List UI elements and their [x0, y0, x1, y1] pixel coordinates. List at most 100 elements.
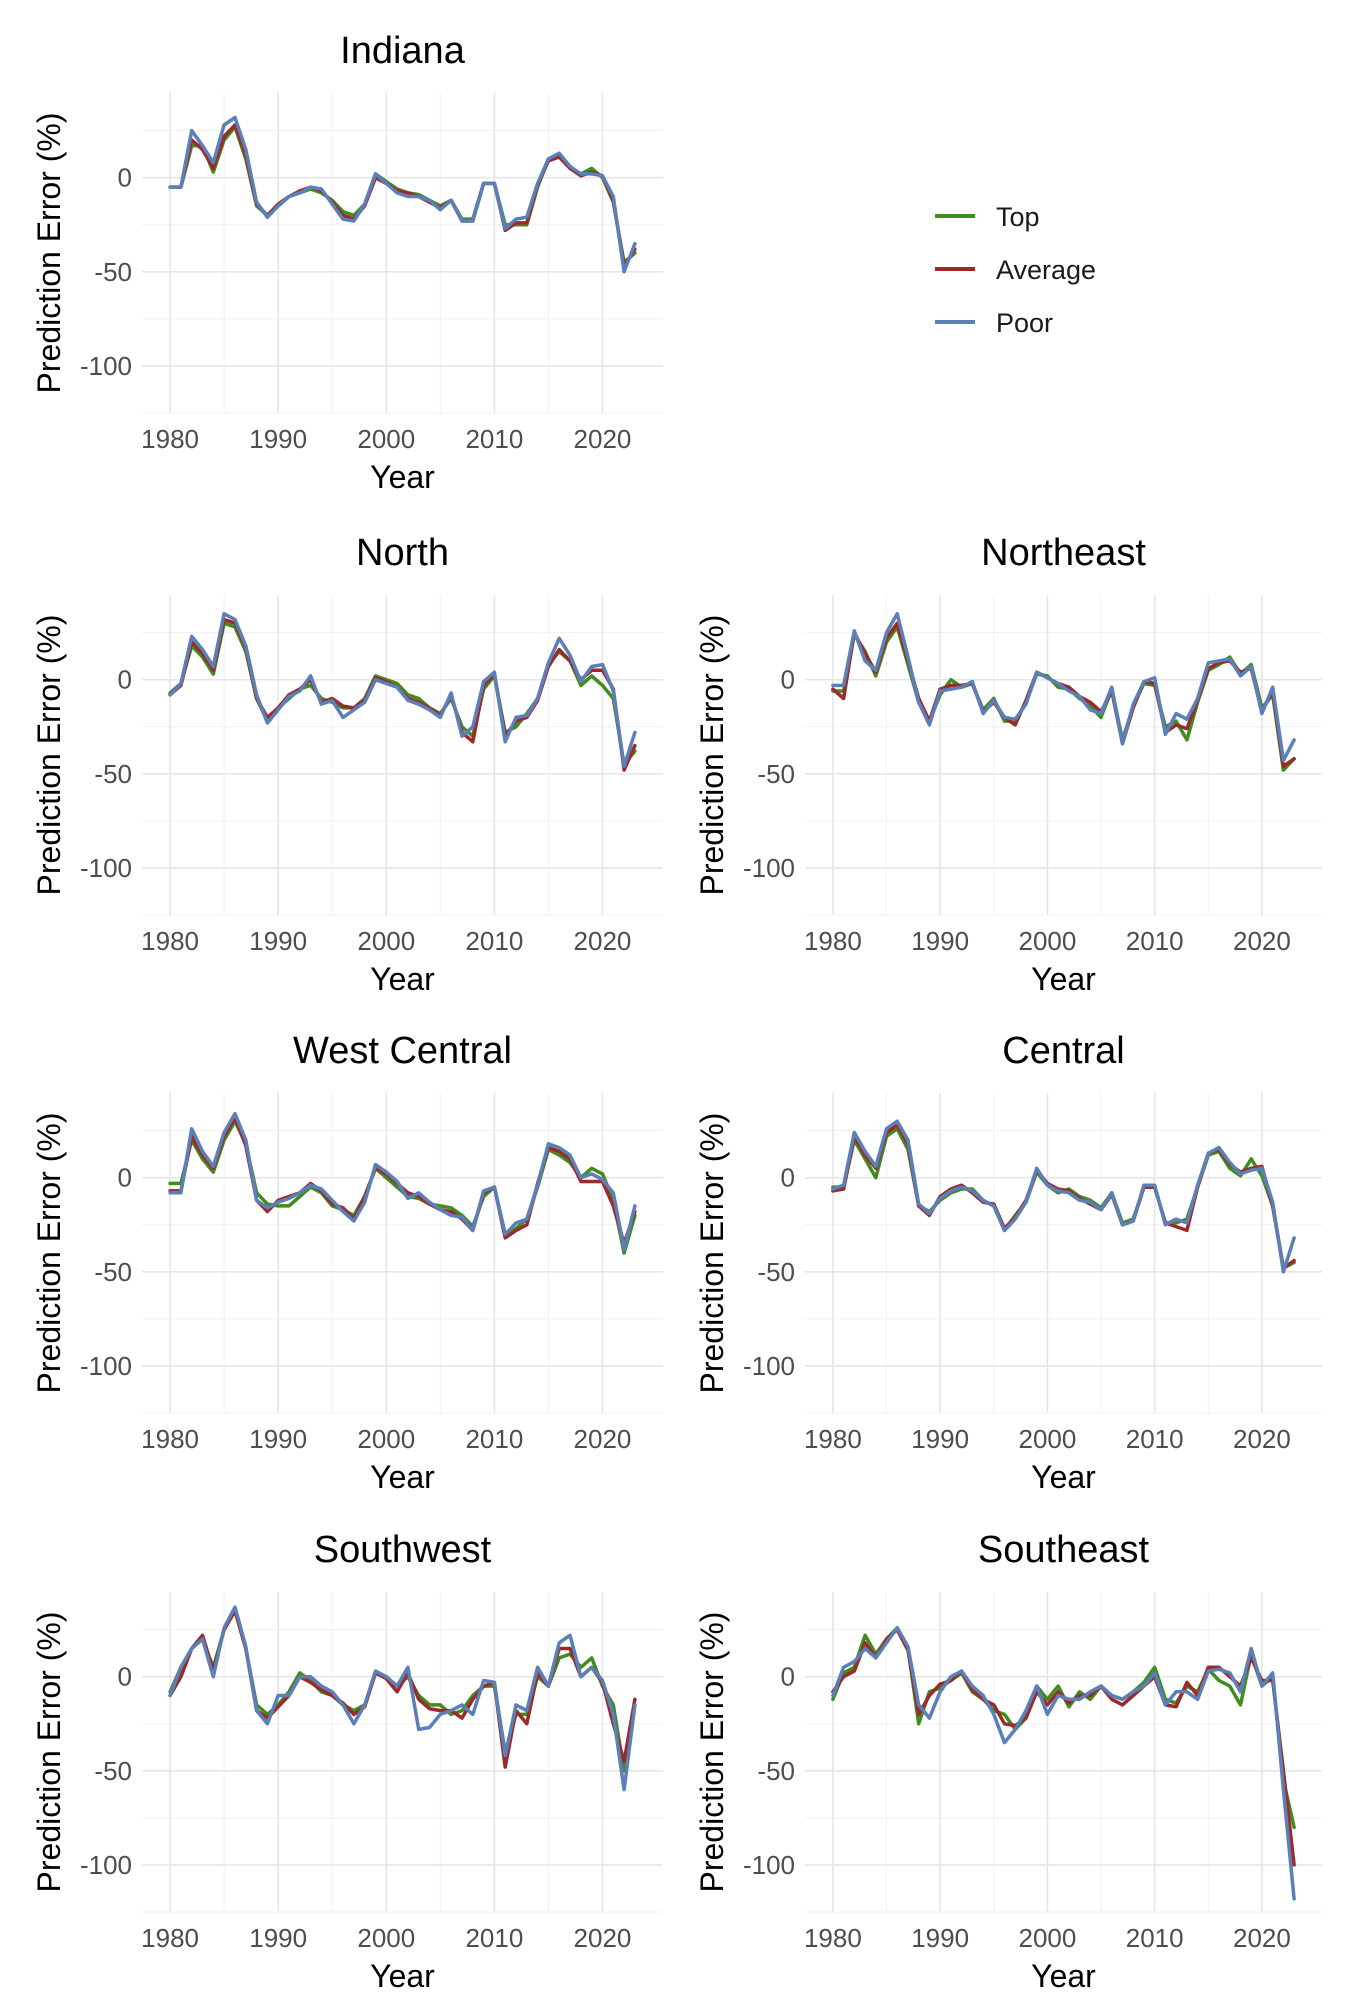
x-axis-label: Year	[370, 459, 435, 495]
x-tick-label: 1980	[141, 1923, 199, 1953]
panel-indiana: Indiana 1980 1990 2000 2010 2020 0 -50 -100 Year P…	[31, 30, 663, 495]
x-axis-label: Year	[370, 961, 435, 997]
y-tick-label: -100	[80, 853, 132, 883]
series-line-average	[831, 1627, 1296, 1867]
x-tick-label: 2000	[1018, 1424, 1076, 1454]
x-axis-label: Year	[370, 1459, 435, 1495]
legend-item-top: Top	[935, 202, 1040, 232]
x-tick-label: 2020	[574, 1923, 632, 1953]
x-tick-label: 1990	[911, 926, 969, 956]
legend-label: Average	[996, 255, 1096, 285]
y-tick-label: 0	[781, 665, 795, 695]
y-tick-label: 0	[781, 1662, 795, 1692]
panel-title: West Central	[293, 1030, 512, 1072]
panel-southeast: Southeast 1980 1990 2000 2010 2020 0 -50 -100 Yea…	[694, 1529, 1322, 1994]
panel-title: Central	[1002, 1030, 1125, 1072]
y-tick-label: -50	[757, 1257, 795, 1287]
series-line-poor	[831, 1119, 1296, 1274]
series-line-top	[168, 1609, 637, 1773]
x-tick-label: 1980	[804, 926, 862, 956]
x-tick-label: 1990	[249, 1424, 307, 1454]
y-tick-label: -50	[94, 759, 132, 789]
x-axis-label: Year	[370, 1958, 435, 1994]
series-line-poor	[168, 612, 637, 769]
x-tick-label: 1990	[249, 926, 307, 956]
series-line-poor	[168, 115, 637, 274]
series-line-average	[168, 1609, 637, 1769]
x-axis-label: Year	[1031, 961, 1096, 997]
series-line-poor	[831, 612, 1296, 763]
y-tick-label: 0	[118, 163, 132, 193]
panel-title: Southeast	[978, 1529, 1150, 1571]
x-tick-label: 2000	[357, 424, 415, 454]
y-tick-label: 0	[118, 665, 132, 695]
series-line-poor	[168, 1111, 637, 1251]
y-axis-label: Prediction Error (%)	[31, 615, 67, 896]
panel-title: North	[356, 532, 449, 574]
legend-item-poor: Poor	[935, 308, 1053, 338]
series-line-average	[831, 621, 1296, 769]
y-tick-label: -50	[94, 1756, 132, 1786]
y-tick-label: -50	[94, 257, 132, 287]
panel-title: Northeast	[981, 532, 1146, 574]
legend-item-average: Average	[935, 255, 1096, 285]
x-tick-label: 2020	[1233, 1923, 1291, 1953]
chart-legend: Top Average Poor	[935, 202, 1096, 338]
x-tick-label: 1980	[141, 1424, 199, 1454]
panel-title: Southwest	[314, 1529, 492, 1571]
y-tick-label: -100	[743, 1351, 795, 1381]
x-tick-label: 2020	[574, 926, 632, 956]
x-tick-label: 2000	[1018, 1923, 1076, 1953]
series-line-top	[831, 1626, 1296, 1830]
x-tick-label: 2020	[574, 1424, 632, 1454]
x-tick-label: 2000	[357, 1424, 415, 1454]
x-tick-label: 1990	[249, 424, 307, 454]
series-line-top	[831, 1127, 1296, 1270]
panel-northeast: Northeast 1980 1990 2000 2010 2020 0 -50 -100 Yea…	[694, 532, 1322, 997]
y-tick-label: 0	[118, 1163, 132, 1193]
x-tick-label: 1990	[911, 1424, 969, 1454]
series-line-poor	[831, 1626, 1296, 1901]
x-axis-label: Year	[1031, 1459, 1096, 1495]
y-axis-label: Prediction Error (%)	[694, 1612, 730, 1893]
y-tick-label: -50	[94, 1257, 132, 1287]
x-tick-label: 2010	[465, 926, 523, 956]
y-axis-label: Prediction Error (%)	[694, 615, 730, 896]
y-axis-label: Prediction Error (%)	[31, 1113, 67, 1394]
x-axis-label: Year	[1031, 1958, 1096, 1994]
x-tick-label: 2000	[1018, 926, 1076, 956]
series-line-average	[831, 1123, 1296, 1270]
y-axis-label: Prediction Error (%)	[694, 1113, 730, 1394]
x-tick-label: 2010	[465, 1923, 523, 1953]
x-tick-label: 1990	[911, 1923, 969, 1953]
y-tick-label: -100	[80, 351, 132, 381]
panel-southwest: Southwest 1980 1990 2000 2010 2020 0 -50 -100 Yea…	[31, 1529, 663, 1994]
series-line-poor	[168, 1605, 637, 1792]
x-tick-label: 2010	[465, 424, 523, 454]
y-tick-label: -100	[80, 1351, 132, 1381]
legend-label: Poor	[996, 308, 1053, 338]
x-tick-label: 2020	[574, 424, 632, 454]
y-tick-label: -100	[743, 853, 795, 883]
x-tick-label: 2000	[357, 926, 415, 956]
x-tick-label: 2010	[1126, 1923, 1184, 1953]
panel-title: Indiana	[340, 30, 466, 72]
panel-central: Central 1980 1990 2000 2010 2020 0 -50 -100 Year P…	[694, 1030, 1322, 1495]
x-tick-label: 2020	[1233, 1424, 1291, 1454]
y-axis-label: Prediction Error (%)	[31, 1612, 67, 1893]
y-tick-label: 0	[118, 1662, 132, 1692]
x-tick-label: 1980	[804, 1424, 862, 1454]
x-tick-label: 2020	[1233, 926, 1291, 956]
x-tick-label: 1980	[141, 424, 199, 454]
legend-label: Top	[996, 202, 1040, 232]
x-tick-label: 2000	[357, 1923, 415, 1953]
chart-panels: Indiana 1980 1990 2000 2010 2020 0 -50 -100 Year P…	[31, 30, 1322, 1994]
y-tick-label: -50	[757, 759, 795, 789]
x-tick-label: 1990	[249, 1923, 307, 1953]
x-tick-label: 2010	[465, 1424, 523, 1454]
x-tick-label: 1980	[141, 926, 199, 956]
panel-west-central: West Central 1980 1990 2000 2010 2020 0 -50 -100…	[31, 1030, 663, 1495]
series-line-top	[831, 625, 1296, 772]
y-tick-label: -50	[757, 1756, 795, 1786]
